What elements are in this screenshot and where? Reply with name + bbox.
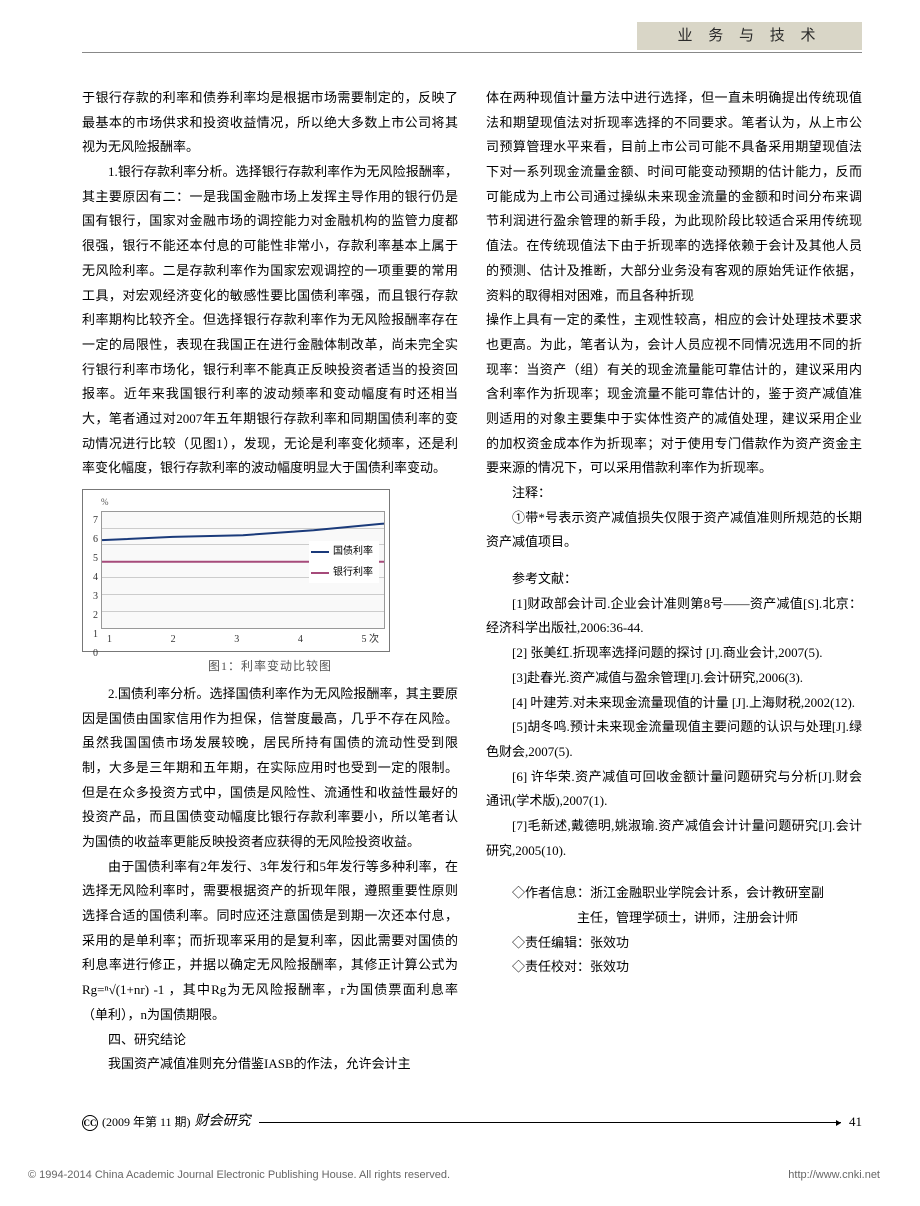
ref-item: [4] 叶建芳.对未来现金流量现值的计量 [J].上海财税,2002(12). xyxy=(486,691,862,716)
body-text: 我国资产减值准则充分借鉴IASB的作法，允许会计主 xyxy=(82,1052,458,1077)
body-text: 体在两种现值计量方法中进行选择，但一直未明确提出传统现值法和期望现值法对折现率选… xyxy=(486,86,862,308)
figure-1: % 7 6 5 4 3 2 1 0 xyxy=(82,489,458,678)
chart-frame: % 7 6 5 4 3 2 1 0 xyxy=(82,489,390,652)
author-info: ◇作者信息：浙江金融职业学院会计系，会计教研室副 主任，管理学硕士，讲师，注册会… xyxy=(486,881,862,980)
copyright-line: © 1994-2014 China Academic Journal Elect… xyxy=(28,1165,880,1186)
body-text: 操作上具有一定的柔性，主观性较高，相应的会计处理技术要求也更高。为此，笔者认为，… xyxy=(486,308,862,481)
ref-item: [1]财政部会计司.企业会计准则第8号——资产减值[S].北京：经济科学出版社,… xyxy=(486,592,862,641)
footer-rule xyxy=(259,1122,841,1123)
author-line: ◇责任校对：张效功 xyxy=(486,955,862,980)
notes-text: ①带*号表示资产减值损失仅限于资产减值准则所规范的长期资产减值项目。 xyxy=(486,506,862,555)
copyright-text: © 1994-2014 China Academic Journal Elect… xyxy=(28,1165,450,1186)
x-tick: 5 次 xyxy=(362,630,380,649)
copyright-url: http://www.cnki.net xyxy=(788,1165,880,1186)
section-heading: 四、研究结论 xyxy=(82,1028,458,1053)
ref-item: [2] 张美红.折现率选择问题的探讨 [J].商业会计,2007(5). xyxy=(486,641,862,666)
page-footer: CC (2009 年第 11 期) 财会研究 41 xyxy=(0,1109,920,1136)
section-header: 业 务 与 技 术 xyxy=(637,22,862,50)
right-column: 体在两种现值计量方法中进行选择，但一直未明确提出传统现值法和期望现值法对折现率选… xyxy=(486,86,862,1077)
y-axis: 7 6 5 4 3 2 1 0 xyxy=(87,511,101,629)
legend-swatch xyxy=(311,572,329,574)
chart-caption: 图1：利率变动比较图 xyxy=(82,655,458,678)
author-line: ◇作者信息：浙江金融职业学院会计系，会计教研室副 xyxy=(486,881,862,906)
issue-info: CC (2009 年第 11 期) 财会研究 xyxy=(82,1109,251,1136)
x-tick: 2 xyxy=(171,630,176,649)
y-tick: 2 xyxy=(87,606,98,625)
y-tick: 1 xyxy=(87,625,98,644)
body-text: 于银行存款的利率和债券利率均是根据市场需要制定的，反映了最基本的市场供求和投资收… xyxy=(82,86,458,160)
legend-item: 银行利率 xyxy=(309,562,379,583)
author-line: ◇责任编辑：张效功 xyxy=(486,931,862,956)
refs-heading: 参考文献： xyxy=(486,567,862,592)
legend-swatch xyxy=(311,551,329,553)
y-tick: 4 xyxy=(87,568,98,587)
ref-item: [7]毛新述,戴德明,姚淑瑜.资产减值会计计量问题研究[J].会计研究,2005… xyxy=(486,814,862,863)
body-text: 1.银行存款利率分析。选择银行存款利率作为无风险报酬率，其主要原因有二：一是我国… xyxy=(82,160,458,481)
body-text: 由于国债利率有2年发行、3年发行和5年发行等多种利率，在选择无风险利率时，需要根… xyxy=(82,855,458,1028)
author-line: 主任，管理学硕士，讲师，注册会计师 xyxy=(486,906,862,931)
y-tick: 6 xyxy=(87,530,98,549)
x-tick: 3 xyxy=(234,630,239,649)
journal-name: 财会研究 xyxy=(195,1109,251,1136)
references: [1]财政部会计司.企业会计准则第8号——资产减值[S].北京：经济科学出版社,… xyxy=(486,592,862,864)
legend-item: 国债利率 xyxy=(309,541,379,562)
page-number: 41 xyxy=(849,1110,862,1135)
y-tick: 3 xyxy=(87,587,98,606)
y-tick: 0 xyxy=(87,644,98,663)
notes-heading: 注释： xyxy=(486,481,862,506)
ref-item: [5]胡冬鸣.预计未来现金流量现值主要问题的认识与处理[J].绿色财会,2007… xyxy=(486,715,862,764)
x-tick: 4 xyxy=(298,630,303,649)
cc-icon: CC xyxy=(82,1115,98,1131)
left-column: 于银行存款的利率和债券利率均是根据市场需要制定的，反映了最基本的市场供求和投资收… xyxy=(82,86,458,1077)
legend-label: 银行利率 xyxy=(333,563,373,582)
ref-item: [6] 许华荣.资产减值可回收金额计量问题研究与分析[J].财会通讯(学术版),… xyxy=(486,765,862,814)
legend-label: 国债利率 xyxy=(333,542,373,561)
issue-text: (2009 年第 11 期) xyxy=(102,1111,191,1134)
two-column-body: 于银行存款的利率和债券利率均是根据市场需要制定的，反映了最基本的市场供求和投资收… xyxy=(82,86,862,1077)
y-tick: 7 xyxy=(87,511,98,530)
legend: 国债利率 银行利率 xyxy=(309,541,379,583)
x-axis: 1 2 3 4 5 次 xyxy=(101,629,385,649)
header-rule xyxy=(82,52,862,53)
body-text: 2.国债利率分析。选择国债利率作为无风险报酬率，其主要原因是国债由国家信用作为担… xyxy=(82,682,458,855)
y-tick: 5 xyxy=(87,549,98,568)
x-tick: 1 xyxy=(107,630,112,649)
ref-item: [3]赴春光.资产减值与盈余管理[J].会计研究,2006(3). xyxy=(486,666,862,691)
y-unit: % xyxy=(101,494,385,511)
